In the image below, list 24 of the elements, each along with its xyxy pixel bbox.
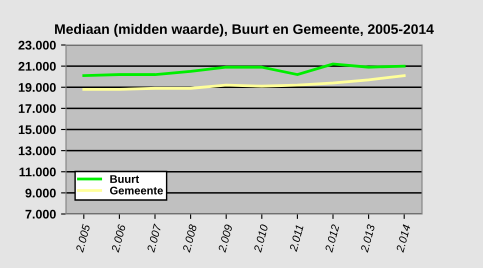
legend-label: Gemeente xyxy=(110,186,163,194)
y-tick-label: 17.000 xyxy=(18,104,56,114)
x-tick-label: 2.008 xyxy=(182,224,198,253)
legend-label: Buurt xyxy=(110,175,140,183)
x-tick-label: 2.006 xyxy=(111,224,126,253)
x-tick-label: 2.013 xyxy=(360,224,376,253)
y-tick-label: 15.000 xyxy=(18,125,56,134)
line-series xyxy=(82,62,406,78)
x-tick-label: 2.011 xyxy=(289,224,304,252)
y-tick-label: 7.000 xyxy=(26,210,56,219)
y-tick-label: 11.000 xyxy=(20,168,56,176)
y-tick-label: 9.000 xyxy=(25,188,56,198)
x-tick-label: 2.010 xyxy=(253,224,268,253)
chart-title: Mediaan (midden waarde), Buurt en Gemeente, 2005-2014 xyxy=(55,24,434,37)
line-series xyxy=(82,74,406,91)
y-tick-label: 13.000 xyxy=(18,146,56,156)
x-tick-label: 2.005 xyxy=(75,224,90,253)
x-tick-label: 2.009 xyxy=(218,224,233,253)
y-tick-label: 23.000 xyxy=(18,40,56,50)
x-tick-label: 2.007 xyxy=(146,223,162,253)
x-tick-label: 2.014 xyxy=(396,224,411,253)
x-tick-label: 2.012 xyxy=(324,224,340,253)
y-tick-label: 21.000 xyxy=(18,62,56,71)
y-tick-label: 19.000 xyxy=(18,83,56,92)
